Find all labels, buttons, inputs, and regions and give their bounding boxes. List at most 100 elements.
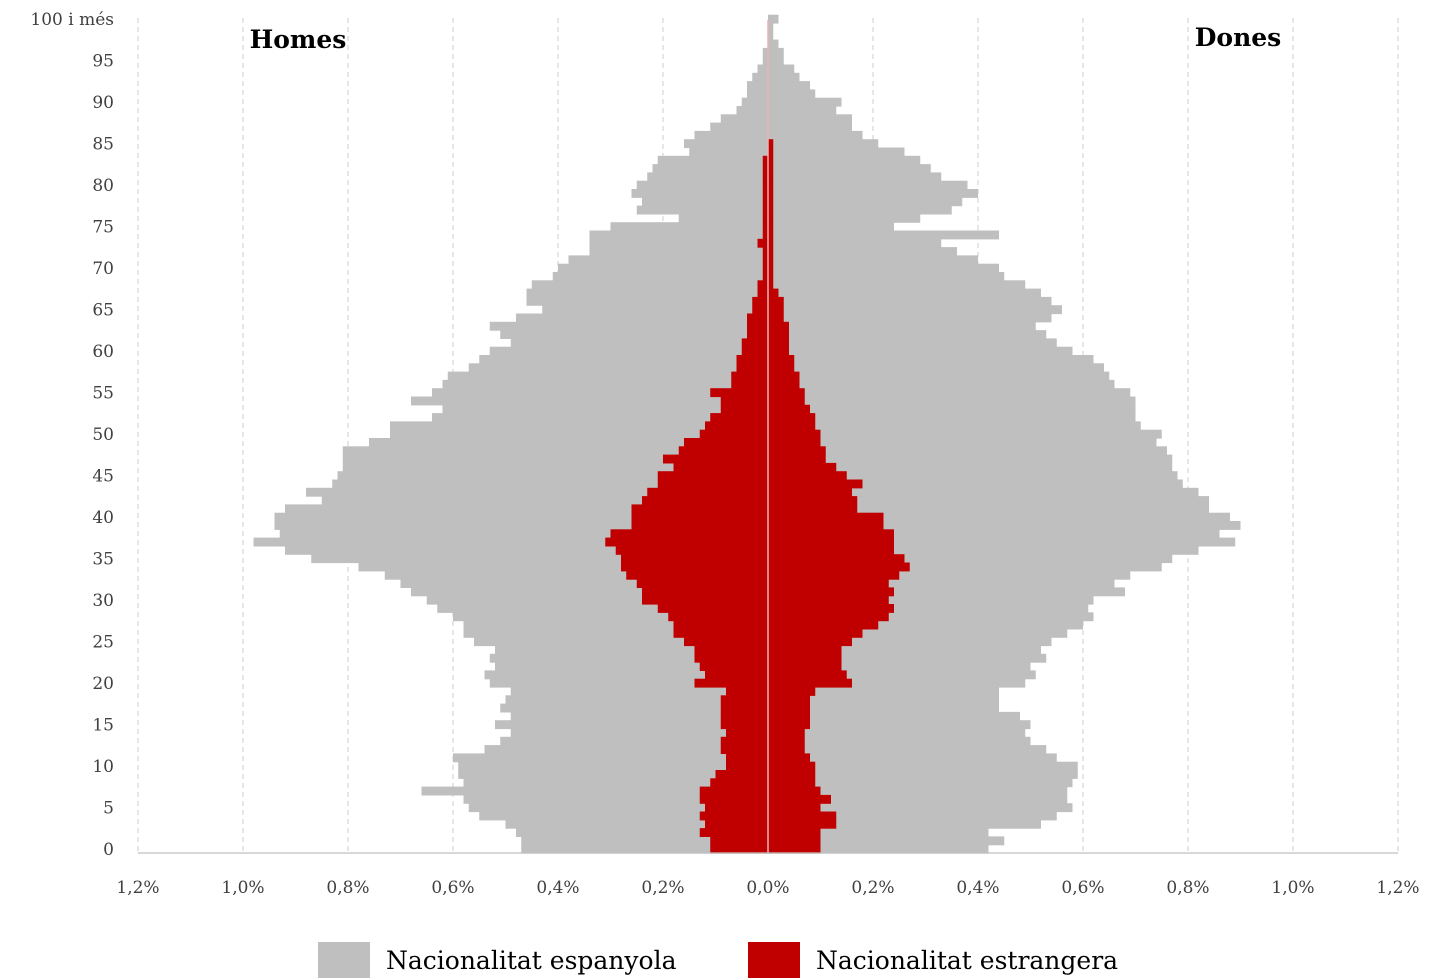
axis-layer: 1,2% 1,0% 0,8% 0,6% 0,4% 0,2% 0,0% 0,2% 0,4% 0,6%…: [30, 10, 1419, 898]
bar-women-spanish: [768, 579, 1115, 588]
bar-women-spanish: [768, 761, 1078, 771]
x-tick-label: 0,8%: [1166, 878, 1209, 898]
x-tick-label: 0,2%: [641, 878, 684, 898]
y-tick-label: 75: [92, 218, 114, 238]
bar-men-foreign: [657, 479, 768, 489]
bar-men-foreign: [710, 836, 768, 846]
bar-men-spanish: [736, 106, 768, 115]
bar-men-spanish: [390, 421, 768, 431]
bar-men-foreign: [762, 155, 768, 165]
bar-women-spanish: [768, 628, 1068, 638]
x-tick-label: 0,4%: [536, 878, 579, 898]
bar-men-spanish: [568, 255, 768, 265]
bar-men-spanish: [652, 164, 768, 173]
bar-women-spanish: [768, 620, 1083, 630]
bar-men-foreign: [631, 504, 768, 514]
bar-women-spanish: [768, 811, 1057, 821]
bar-men-foreign: [699, 794, 768, 804]
bar-women-foreign: [768, 803, 821, 813]
y-tick-label: 65: [92, 301, 114, 321]
y-tick-label: 80: [92, 176, 114, 196]
bar-women-foreign: [768, 338, 789, 348]
y-tick-label: 15: [92, 716, 114, 736]
bar-men-foreign: [726, 753, 768, 763]
bar-men-foreign: [657, 604, 768, 613]
bar-women-spanish: [768, 313, 1052, 323]
bar-women-foreign: [768, 653, 842, 663]
bar-women-foreign: [768, 770, 816, 779]
bar-women-foreign: [768, 604, 894, 613]
bar-men-foreign: [731, 379, 768, 389]
bar-men-spanish: [684, 139, 768, 149]
bar-men-foreign: [610, 529, 768, 539]
bar-women-spanish: [768, 662, 1031, 671]
bar-men-spanish: [720, 114, 768, 124]
bar-men-foreign: [715, 770, 768, 779]
y-tick-label: 45: [92, 467, 114, 487]
bar-men-foreign: [636, 579, 768, 588]
y-tick-label: 85: [92, 135, 114, 155]
bar-women-spanish: [768, 338, 1057, 348]
x-tick-label: 1,2%: [1376, 878, 1419, 898]
x-tick-label: 1,0%: [1271, 878, 1314, 898]
bar-women-spanish: [768, 213, 921, 223]
bar-men-foreign: [647, 487, 768, 497]
y-tick-label: 20: [92, 674, 114, 694]
bar-women-foreign: [768, 213, 774, 223]
bar-men-foreign: [699, 662, 768, 671]
bar-women-foreign: [768, 678, 852, 688]
bar-men-spanish: [426, 595, 768, 605]
bar-women-spanish: [768, 720, 1031, 730]
bar-women-foreign: [768, 620, 879, 630]
bar-men-foreign: [678, 446, 768, 456]
bar-men-foreign: [747, 330, 768, 339]
bar-men-foreign: [757, 280, 768, 290]
bar-women-spanish: [768, 844, 989, 854]
x-tick-label: 1,0%: [221, 878, 264, 898]
bar-men-foreign: [699, 828, 768, 837]
bar-women-spanish: [768, 446, 1167, 456]
bar-women-foreign: [768, 720, 810, 730]
bar-men-foreign: [741, 346, 768, 356]
legend: Nacionalitat espanyola Nacionalitat estr…: [0, 934, 1434, 979]
bar-women-foreign: [768, 570, 900, 580]
bar-men-foreign: [752, 296, 768, 306]
bar-men-spanish: [342, 462, 768, 472]
bar-men-spanish: [510, 711, 768, 721]
bar-men-spanish: [510, 687, 768, 696]
bar-men-spanish: [489, 321, 768, 331]
bar-women-foreign: [768, 446, 826, 456]
bar-women-spanish: [768, 379, 1115, 389]
bar-men-spanish: [474, 637, 768, 647]
x-tick-label: 0,4%: [956, 878, 999, 898]
bar-men-spanish: [468, 803, 768, 813]
legend-item-foreign: Nacionalitat estrangera: [748, 942, 1118, 978]
bar-women-spanish: [768, 753, 1057, 763]
bar-men-foreign: [720, 404, 768, 414]
bar-men-spanish: [589, 238, 768, 248]
bar-men-foreign: [657, 471, 768, 481]
bar-women-spanish: [768, 711, 1020, 721]
bar-men-foreign: [762, 189, 768, 198]
bar-men-spanish: [636, 205, 768, 215]
bar-women-foreign: [768, 272, 774, 281]
bar-men-foreign: [626, 570, 768, 580]
bar-men-foreign: [757, 288, 768, 298]
bar-women-spanish: [768, 471, 1178, 481]
bar-men-foreign: [699, 429, 768, 439]
y-tick-label: 10: [92, 757, 114, 777]
bar-men-spanish: [421, 786, 768, 796]
bar-women-spanish: [768, 97, 842, 107]
bar-women-spanish: [768, 604, 1089, 613]
bars-layer: [253, 14, 1241, 854]
bar-men-spanish: [458, 761, 768, 771]
bar-men-foreign: [710, 844, 768, 854]
bar-men-spanish: [384, 570, 768, 580]
bar-women-foreign: [768, 255, 774, 265]
bar-women-spanish: [768, 487, 1199, 497]
bar-women-foreign: [768, 462, 837, 472]
bar-women-spanish: [768, 346, 1073, 356]
bar-men-foreign: [710, 413, 768, 422]
bar-women-foreign: [768, 388, 805, 398]
bar-women-foreign: [768, 280, 774, 290]
